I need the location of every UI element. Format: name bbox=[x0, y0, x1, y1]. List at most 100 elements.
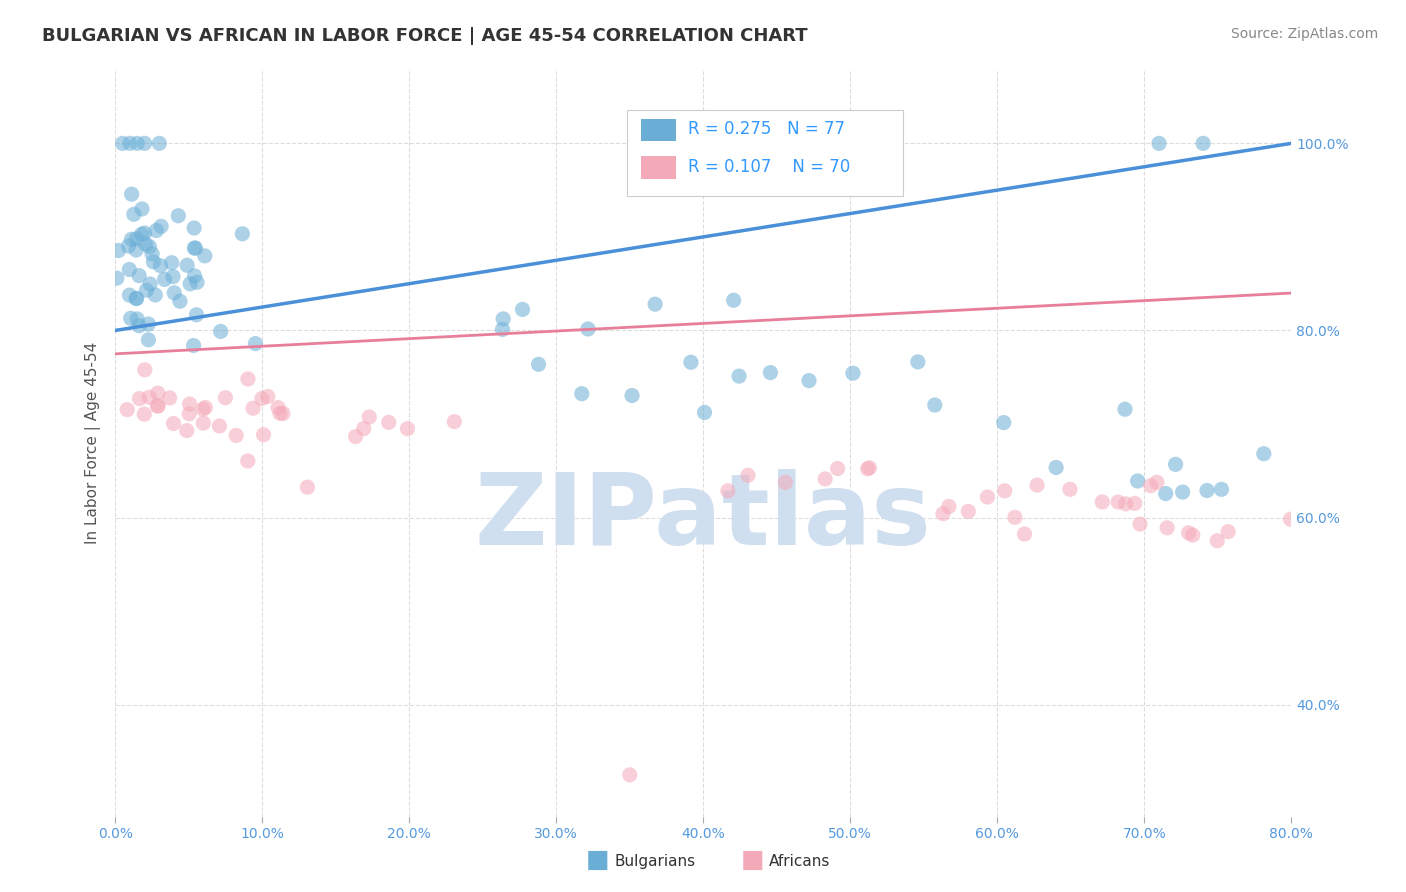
Point bbox=[208, 419, 231, 434]
Point bbox=[117, 239, 139, 253]
Point bbox=[932, 507, 955, 521]
Point bbox=[1372, 498, 1395, 512]
Point bbox=[134, 363, 156, 377]
Point bbox=[924, 398, 946, 412]
Point bbox=[1114, 402, 1136, 417]
Point bbox=[1115, 497, 1137, 511]
Point bbox=[143, 288, 166, 302]
Point bbox=[134, 136, 156, 151]
Point bbox=[176, 424, 198, 438]
Point bbox=[693, 405, 716, 419]
Point bbox=[176, 258, 198, 272]
Point bbox=[1353, 492, 1375, 507]
Point bbox=[1004, 510, 1026, 524]
Point bbox=[814, 472, 837, 486]
Text: Source: ZipAtlas.com: Source: ZipAtlas.com bbox=[1230, 27, 1378, 41]
Point bbox=[134, 226, 156, 240]
Point bbox=[1206, 533, 1229, 548]
Point bbox=[105, 271, 128, 285]
Point bbox=[527, 357, 550, 371]
Point bbox=[139, 277, 162, 291]
Point bbox=[186, 308, 208, 322]
Text: ■: ■ bbox=[586, 848, 609, 872]
Point bbox=[111, 136, 134, 151]
Point bbox=[193, 416, 215, 430]
Point bbox=[1181, 528, 1204, 542]
Point bbox=[134, 407, 156, 421]
Point bbox=[491, 322, 513, 336]
Point bbox=[150, 219, 173, 234]
Point bbox=[271, 407, 294, 421]
Point bbox=[1253, 447, 1275, 461]
Point bbox=[209, 325, 232, 339]
Point bbox=[269, 406, 291, 420]
Bar bbox=[641, 156, 676, 178]
Point bbox=[242, 401, 264, 416]
Point bbox=[1192, 136, 1215, 151]
Point bbox=[121, 232, 143, 246]
Point bbox=[148, 136, 170, 151]
Point bbox=[1059, 483, 1081, 497]
Point bbox=[1129, 517, 1152, 532]
Point bbox=[159, 391, 181, 405]
Point bbox=[131, 227, 153, 241]
Point bbox=[571, 386, 593, 401]
Text: R = 0.275   N = 77: R = 0.275 N = 77 bbox=[688, 120, 845, 138]
Point bbox=[797, 374, 820, 388]
Point bbox=[396, 422, 419, 436]
Point bbox=[775, 475, 797, 490]
Point bbox=[153, 272, 176, 286]
Point bbox=[723, 293, 745, 308]
Point bbox=[1154, 486, 1177, 500]
Point bbox=[1045, 460, 1067, 475]
Point bbox=[214, 391, 236, 405]
Point bbox=[492, 311, 515, 326]
Point bbox=[162, 417, 184, 431]
Point bbox=[194, 249, 217, 263]
Point bbox=[1218, 524, 1240, 539]
Point bbox=[146, 399, 169, 413]
Point bbox=[858, 460, 880, 475]
Point bbox=[1303, 478, 1326, 492]
Text: BULGARIAN VS AFRICAN IN LABOR FORCE | AGE 45-54 CORRELATION CHART: BULGARIAN VS AFRICAN IN LABOR FORCE | AG… bbox=[42, 27, 808, 45]
Point bbox=[142, 255, 165, 269]
Point bbox=[236, 372, 259, 386]
Point bbox=[184, 241, 207, 255]
Point bbox=[1147, 136, 1170, 151]
Point bbox=[121, 187, 143, 202]
Text: ■: ■ bbox=[741, 848, 763, 872]
Point bbox=[1126, 474, 1149, 488]
Point bbox=[125, 243, 148, 257]
Point bbox=[125, 232, 148, 246]
Point bbox=[1164, 458, 1187, 472]
Point bbox=[186, 275, 208, 289]
Point bbox=[138, 390, 160, 404]
Point bbox=[759, 366, 782, 380]
Text: Bulgarians: Bulgarians bbox=[614, 854, 696, 869]
Point bbox=[679, 355, 702, 369]
Point bbox=[236, 454, 259, 468]
Point bbox=[146, 399, 169, 413]
Point bbox=[127, 312, 149, 326]
Point bbox=[162, 269, 184, 284]
Point bbox=[993, 416, 1015, 430]
Point bbox=[443, 415, 465, 429]
Point bbox=[135, 237, 157, 252]
Point bbox=[138, 239, 160, 253]
Point bbox=[717, 483, 740, 498]
Point bbox=[179, 277, 201, 291]
Point bbox=[127, 136, 149, 151]
FancyBboxPatch shape bbox=[627, 110, 903, 195]
Point bbox=[145, 223, 167, 237]
Point bbox=[194, 401, 217, 415]
Point bbox=[576, 322, 599, 336]
Text: Africans: Africans bbox=[769, 854, 831, 869]
Y-axis label: In Labor Force | Age 45-54: In Labor Force | Age 45-54 bbox=[86, 342, 101, 544]
Point bbox=[353, 422, 375, 436]
Point bbox=[994, 483, 1017, 498]
Bar bbox=[641, 119, 676, 141]
Point bbox=[1195, 483, 1218, 498]
Point bbox=[737, 468, 759, 483]
Point bbox=[245, 336, 267, 351]
Point bbox=[191, 402, 214, 417]
